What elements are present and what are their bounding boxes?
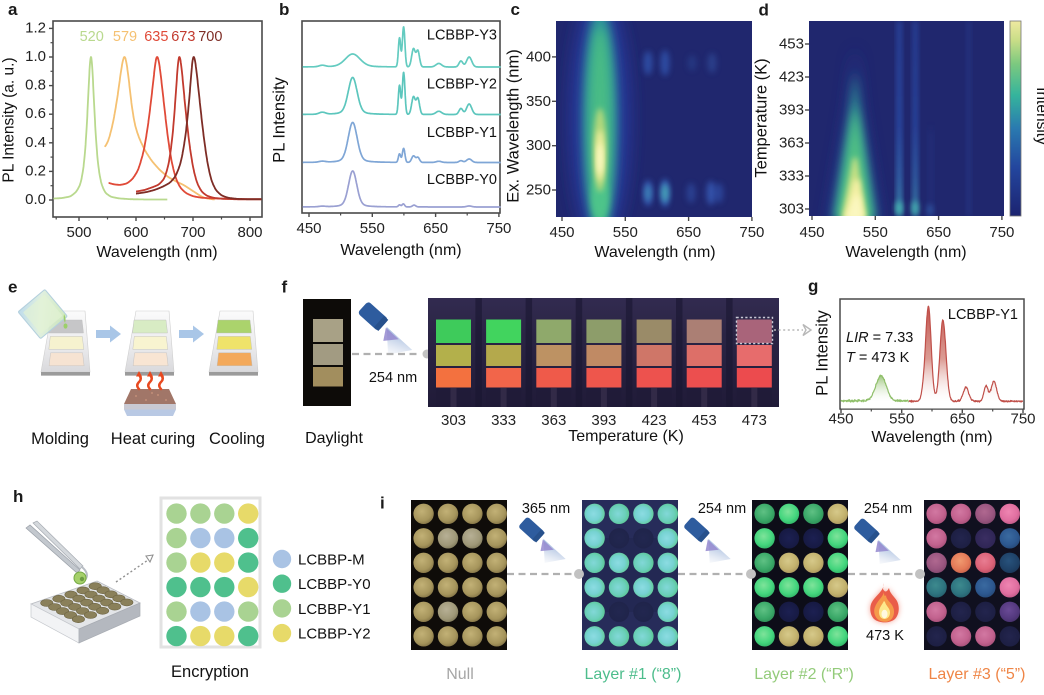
svg-text:Wavelength (nm): Wavelength (nm) — [96, 244, 217, 261]
svg-text:LCBBP-Y3: LCBBP-Y3 — [427, 28, 497, 44]
svg-text:500: 500 — [66, 224, 91, 241]
svg-text:1.0: 1.0 — [25, 48, 46, 65]
svg-text:423: 423 — [642, 412, 667, 429]
svg-text:e: e — [8, 278, 17, 297]
svg-text:450: 450 — [296, 220, 321, 237]
svg-text:363: 363 — [541, 412, 566, 429]
svg-text:400: 400 — [526, 48, 551, 65]
svg-text:0.0: 0.0 — [25, 191, 46, 208]
svg-text:650: 650 — [926, 224, 951, 241]
svg-text:h: h — [13, 487, 23, 506]
svg-text:303: 303 — [441, 412, 466, 429]
svg-text:LCBBP-Y0: LCBBP-Y0 — [298, 576, 371, 593]
svg-text:Null: Null — [446, 666, 474, 683]
svg-text:Encryption: Encryption — [171, 663, 249, 681]
svg-text:473 K: 473 K — [866, 628, 904, 644]
svg-text:550: 550 — [889, 411, 914, 428]
svg-text:Molding: Molding — [31, 430, 89, 448]
svg-text:600: 600 — [123, 224, 148, 241]
svg-text:0.4: 0.4 — [25, 134, 46, 151]
svg-text:550: 550 — [360, 220, 385, 237]
svg-text:T = 473 K: T = 473 K — [846, 350, 910, 366]
svg-text:a: a — [8, 0, 18, 19]
svg-text:700: 700 — [180, 224, 205, 241]
svg-text:Temperature (K): Temperature (K) — [568, 428, 684, 445]
svg-text:363: 363 — [779, 135, 804, 152]
svg-text:c: c — [511, 0, 520, 19]
svg-text:650: 650 — [950, 411, 975, 428]
svg-text:550: 550 — [863, 224, 888, 241]
svg-text:650: 650 — [423, 220, 448, 237]
svg-text:453: 453 — [692, 412, 717, 429]
svg-text:423: 423 — [779, 69, 804, 86]
svg-text:300: 300 — [526, 137, 551, 154]
svg-text:LIR = 7.33: LIR = 7.33 — [846, 330, 913, 346]
svg-text:333: 333 — [491, 412, 516, 429]
svg-text:LCBBP-Y2: LCBBP-Y2 — [427, 77, 497, 93]
svg-text:PL Intensity (a. u.): PL Intensity (a. u.) — [1, 57, 18, 182]
svg-text:b: b — [279, 0, 289, 19]
svg-text:Temperature (K): Temperature (K) — [753, 58, 771, 177]
svg-text:i: i — [380, 494, 385, 513]
svg-text:453: 453 — [779, 36, 804, 53]
svg-text:450: 450 — [828, 411, 853, 428]
svg-text:254 nm: 254 nm — [864, 501, 912, 517]
svg-text:650: 650 — [676, 224, 701, 241]
svg-text:0.8: 0.8 — [25, 77, 46, 94]
svg-text:254 nm: 254 nm — [698, 501, 746, 517]
svg-text:0.6: 0.6 — [25, 105, 46, 122]
svg-text:PL Intensity: PL Intensity — [271, 76, 289, 162]
svg-text:393: 393 — [779, 102, 804, 119]
svg-text:Layer #2 (“R”): Layer #2 (“R”) — [754, 666, 854, 683]
svg-text:Wavelength (nm): Wavelength (nm) — [871, 429, 992, 446]
svg-text:550: 550 — [613, 224, 638, 241]
svg-text:750: 750 — [989, 224, 1014, 241]
svg-text:Wavelength (nm): Wavelength (nm) — [594, 244, 715, 261]
svg-text:450: 450 — [549, 224, 574, 241]
svg-text:303: 303 — [779, 201, 804, 218]
svg-text:Layer #3 (“5”): Layer #3 (“5”) — [929, 666, 1026, 683]
svg-text:g: g — [808, 277, 818, 296]
svg-text:LCBBP-Y1: LCBBP-Y1 — [948, 307, 1018, 323]
svg-text:LCBBP-Y1: LCBBP-Y1 — [427, 125, 497, 141]
svg-text:333: 333 — [779, 168, 804, 185]
svg-text:635: 635 — [144, 29, 168, 45]
svg-text:750: 750 — [739, 224, 764, 241]
svg-text:1.2: 1.2 — [25, 19, 46, 36]
svg-text:Layer #1 (“8”): Layer #1 (“8”) — [585, 666, 682, 683]
svg-text:Wavelength (nm): Wavelength (nm) — [845, 244, 966, 261]
svg-text:LCBBP-Y1: LCBBP-Y1 — [298, 601, 371, 618]
svg-text:365 nm: 365 nm — [522, 501, 570, 517]
svg-text:f: f — [282, 278, 288, 297]
svg-text:350: 350 — [526, 93, 551, 110]
svg-text:LCBBP-M: LCBBP-M — [298, 552, 365, 569]
svg-text:750: 750 — [486, 220, 511, 237]
svg-text:Ex. Wavelength (nm): Ex. Wavelength (nm) — [505, 49, 523, 202]
svg-text:0.2: 0.2 — [25, 162, 46, 179]
svg-text:579: 579 — [113, 29, 137, 45]
svg-text:Intensity: Intensity — [1033, 87, 1044, 145]
svg-text:d: d — [759, 1, 769, 20]
svg-text:Daylight: Daylight — [305, 430, 363, 447]
svg-text:Cooling: Cooling — [209, 430, 265, 448]
svg-text:LCBBP-Y0: LCBBP-Y0 — [427, 172, 497, 188]
svg-text:520: 520 — [80, 29, 104, 45]
svg-text:250: 250 — [526, 182, 551, 199]
svg-text:473: 473 — [742, 412, 767, 429]
svg-text:LCBBP-Y2: LCBBP-Y2 — [298, 626, 371, 643]
svg-text:254 nm: 254 nm — [369, 370, 417, 386]
svg-text:PL Intensity: PL Intensity — [814, 309, 832, 395]
svg-text:673: 673 — [171, 29, 195, 45]
svg-text:700: 700 — [198, 29, 222, 45]
svg-text:393: 393 — [591, 412, 616, 429]
svg-text:Wavelength (nm): Wavelength (nm) — [340, 242, 461, 259]
svg-text:750: 750 — [1010, 411, 1035, 428]
svg-text:Heat curing: Heat curing — [111, 430, 195, 448]
svg-text:800: 800 — [237, 224, 262, 241]
svg-text:450: 450 — [799, 224, 824, 241]
